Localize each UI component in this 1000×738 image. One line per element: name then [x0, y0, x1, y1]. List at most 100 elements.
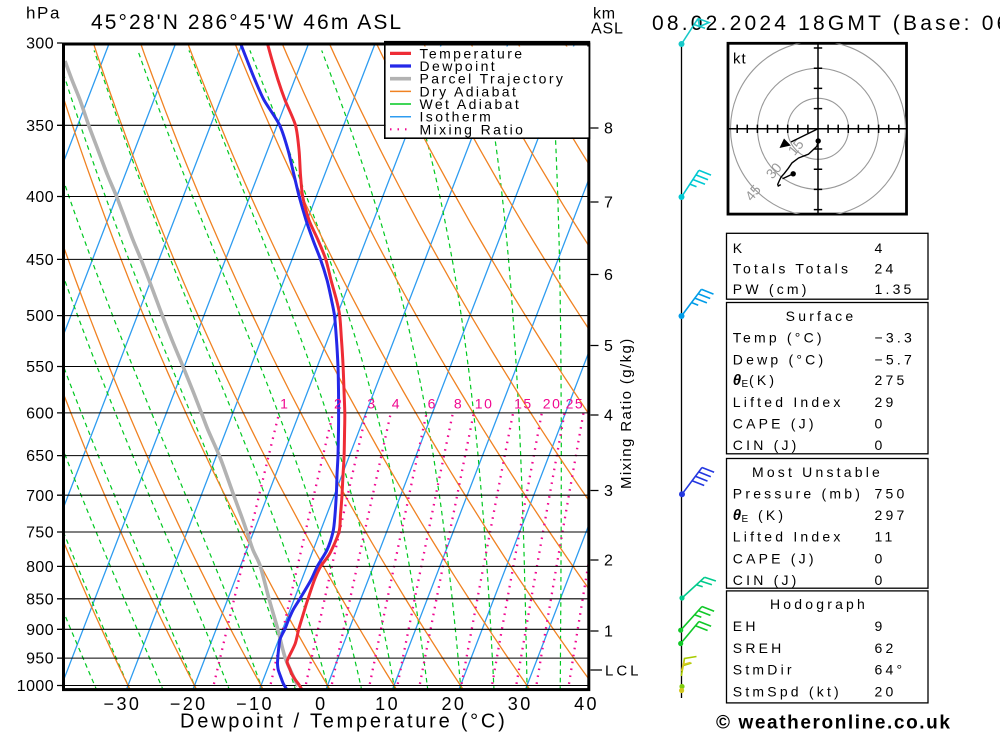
svg-text:0: 0 — [875, 572, 886, 588]
svg-text:800: 800 — [26, 559, 54, 576]
svg-text:Lifted Index: Lifted Index — [733, 529, 844, 545]
svg-text:400: 400 — [26, 189, 54, 206]
svg-text:km: km — [593, 6, 616, 23]
svg-text:1.35: 1.35 — [875, 281, 915, 297]
svg-text:25: 25 — [566, 396, 585, 412]
svg-text:3: 3 — [367, 396, 376, 412]
svg-text:4: 4 — [875, 240, 886, 256]
svg-text:300: 300 — [26, 36, 54, 53]
svg-text:(K): (K) — [749, 372, 777, 388]
svg-text:0: 0 — [875, 416, 886, 432]
svg-text:CIN (J): CIN (J) — [733, 572, 800, 588]
svg-text:© weatheronline.co.uk: © weatheronline.co.uk — [716, 713, 952, 734]
svg-text:StmSpd (kt): StmSpd (kt) — [733, 684, 842, 700]
svg-text:1: 1 — [604, 624, 613, 641]
svg-text:11: 11 — [875, 529, 896, 545]
svg-text:20: 20 — [543, 396, 562, 412]
svg-text:Temp (°C): Temp (°C) — [733, 330, 825, 346]
svg-text:650: 650 — [26, 448, 54, 465]
svg-text:θ: θ — [733, 372, 742, 389]
svg-text:Temperature: Temperature — [420, 45, 525, 61]
svg-text:5: 5 — [604, 338, 613, 355]
svg-text:750: 750 — [875, 485, 908, 501]
svg-text:6: 6 — [428, 396, 437, 412]
svg-text:CAPE (J): CAPE (J) — [733, 416, 817, 432]
svg-text:1000: 1000 — [17, 678, 54, 695]
svg-text:4: 4 — [604, 408, 613, 425]
svg-text:40: 40 — [574, 694, 599, 714]
svg-text:08.02.2024 18GMT (Base: 06): 08.02.2024 18GMT (Base: 06) — [652, 12, 1000, 35]
svg-text:297: 297 — [875, 507, 908, 523]
svg-text:Mixing Ratio: Mixing Ratio — [420, 121, 526, 137]
svg-text:275: 275 — [875, 372, 908, 388]
svg-text:−20: −20 — [170, 694, 208, 714]
svg-text:−5.7: −5.7 — [875, 352, 915, 368]
svg-text:E: E — [742, 379, 749, 390]
svg-text:CAPE (J): CAPE (J) — [733, 550, 817, 566]
svg-text:700: 700 — [26, 488, 54, 505]
svg-text:kt: kt — [733, 51, 747, 68]
svg-text:20: 20 — [875, 684, 897, 700]
svg-text:64°: 64° — [875, 662, 906, 678]
svg-text:500: 500 — [26, 308, 54, 325]
svg-text:850: 850 — [26, 591, 54, 608]
svg-text:hPa: hPa — [26, 4, 61, 23]
svg-text:350: 350 — [26, 118, 54, 135]
svg-text:E: E — [742, 514, 749, 525]
svg-text:θ: θ — [733, 507, 742, 524]
svg-text:Most Unstable: Most Unstable — [752, 464, 883, 480]
svg-text:2: 2 — [604, 553, 613, 570]
svg-text:Isotherm: Isotherm — [420, 109, 494, 125]
svg-text:15: 15 — [514, 396, 533, 412]
svg-text:Lifted Index: Lifted Index — [733, 394, 844, 410]
svg-text:29: 29 — [875, 394, 897, 410]
svg-text:20: 20 — [441, 694, 466, 714]
svg-text:Totals Totals: Totals Totals — [733, 261, 851, 277]
svg-text:Dewp (°C): Dewp (°C) — [733, 352, 827, 368]
svg-text:600: 600 — [26, 406, 54, 423]
svg-text:950: 950 — [26, 651, 54, 668]
svg-text:24: 24 — [875, 261, 897, 277]
svg-text:9: 9 — [875, 618, 886, 634]
svg-text:10: 10 — [375, 694, 400, 714]
svg-text:−3.3: −3.3 — [875, 330, 915, 346]
svg-text:8: 8 — [454, 396, 463, 412]
svg-text:Dewpoint / Temperature (°C): Dewpoint / Temperature (°C) — [180, 711, 508, 733]
svg-text:1: 1 — [280, 396, 289, 412]
svg-text:Hodograph: Hodograph — [770, 596, 868, 612]
svg-text:0: 0 — [875, 550, 886, 566]
svg-text:450: 450 — [26, 252, 54, 269]
svg-text:LCL: LCL — [605, 663, 642, 680]
svg-text:45°28'N 286°45'W 46m ASL: 45°28'N 286°45'W 46m ASL — [91, 11, 403, 34]
svg-text:ASL: ASL — [591, 21, 624, 38]
svg-text:SREH: SREH — [733, 640, 785, 656]
svg-text:−10: −10 — [236, 694, 274, 714]
svg-text:0: 0 — [875, 437, 886, 453]
svg-text:Dry Adiabat: Dry Adiabat — [420, 83, 519, 99]
svg-text:30: 30 — [508, 694, 533, 714]
svg-text:3: 3 — [604, 483, 613, 500]
svg-text:550: 550 — [26, 359, 54, 376]
svg-text:2: 2 — [334, 396, 343, 412]
svg-text:(K): (K) — [758, 507, 786, 523]
svg-text:CIN (J): CIN (J) — [733, 437, 800, 453]
svg-text:750: 750 — [26, 525, 54, 542]
svg-text:7: 7 — [604, 195, 613, 212]
svg-text:Mixing Ratio (g/kg): Mixing Ratio (g/kg) — [618, 337, 635, 489]
svg-text:−30: −30 — [104, 694, 142, 714]
svg-text:StmDir: StmDir — [733, 662, 795, 678]
svg-text:Wet Adiabat: Wet Adiabat — [420, 96, 522, 112]
svg-text:4: 4 — [392, 396, 401, 412]
svg-text:K: K — [733, 240, 746, 256]
svg-text:EH: EH — [733, 618, 759, 634]
svg-text:62: 62 — [875, 640, 897, 656]
svg-text:10: 10 — [475, 396, 494, 412]
svg-text:Parcel Trajectory: Parcel Trajectory — [420, 71, 566, 87]
svg-text:900: 900 — [26, 622, 54, 639]
svg-text:Surface: Surface — [786, 308, 857, 324]
svg-text:6: 6 — [604, 267, 613, 284]
svg-text:8: 8 — [604, 121, 613, 138]
svg-text:0: 0 — [315, 694, 327, 714]
svg-text:Dewpoint: Dewpoint — [420, 58, 498, 74]
svg-text:PW (cm): PW (cm) — [733, 281, 810, 297]
